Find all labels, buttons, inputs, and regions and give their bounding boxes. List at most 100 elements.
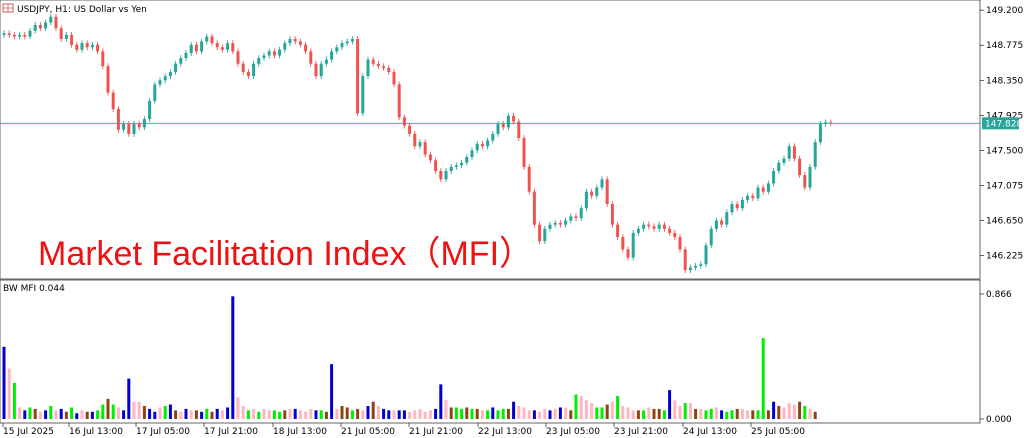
candle-body bbox=[215, 43, 219, 48]
mfi-bar bbox=[54, 410, 58, 419]
mfi-bar bbox=[595, 407, 599, 419]
price-pane-frame bbox=[0, 0, 981, 280]
candle-body bbox=[194, 44, 198, 52]
candle-body bbox=[720, 220, 724, 225]
mfi-bar bbox=[501, 408, 505, 419]
mfi-bar bbox=[148, 408, 152, 419]
mfi-bar bbox=[236, 397, 240, 419]
candle-body bbox=[564, 220, 568, 225]
candle-body bbox=[304, 44, 308, 52]
mfi-bar bbox=[460, 408, 464, 419]
mfi-bar bbox=[714, 407, 718, 419]
mfi-bar bbox=[163, 406, 167, 419]
mfi-bar bbox=[49, 406, 53, 419]
time-tick-label: 15 Jul 2025 bbox=[3, 427, 54, 437]
candle-body bbox=[267, 51, 271, 56]
candle-body bbox=[756, 187, 760, 199]
candle-body bbox=[33, 24, 37, 31]
price-pane[interactable] bbox=[0, 0, 981, 280]
mfi-bar bbox=[80, 410, 84, 419]
mfi-bar bbox=[200, 411, 204, 419]
candle-body bbox=[345, 41, 349, 44]
mfi-bar bbox=[345, 407, 349, 419]
mfi-bar bbox=[64, 411, 68, 419]
time-axis: 15 Jul 2025 16 Jul 13:00 17 Jul 05:00 17 Ju… bbox=[2, 423, 805, 437]
candle-body bbox=[64, 34, 68, 40]
mfi-bar bbox=[709, 408, 713, 419]
mfi-bar bbox=[215, 408, 219, 419]
mfi-bar bbox=[444, 400, 448, 419]
candle-body bbox=[512, 115, 516, 122]
time-tick-label: 25 Jul 05:00 bbox=[751, 427, 805, 437]
mfi-bar bbox=[314, 410, 318, 419]
candle-body bbox=[621, 237, 625, 250]
candle-body bbox=[361, 76, 365, 114]
candle-body bbox=[657, 224, 661, 229]
candle-body bbox=[652, 226, 656, 229]
candle-body bbox=[782, 158, 786, 163]
mfi-bar bbox=[496, 410, 500, 419]
mfi-bar bbox=[735, 408, 739, 419]
candle-body bbox=[517, 121, 521, 139]
mfi-bar bbox=[252, 408, 256, 419]
mfi-bar bbox=[356, 408, 360, 419]
mfi-bar bbox=[449, 407, 453, 419]
mfi-bar bbox=[704, 410, 708, 419]
mfi-bar bbox=[241, 406, 245, 419]
candle-body bbox=[543, 228, 547, 242]
candle-body bbox=[486, 140, 490, 147]
mfi-tick-label: 0.000 bbox=[986, 415, 1012, 425]
mfi-bar bbox=[626, 407, 630, 419]
candle-body bbox=[137, 123, 141, 128]
candle-body bbox=[85, 43, 89, 48]
mfi-bar bbox=[44, 410, 48, 419]
mfi-bar bbox=[324, 411, 328, 419]
mfi-bar bbox=[122, 410, 126, 419]
mfi-indicator-title: BW MFI 0.044 bbox=[3, 284, 65, 294]
candle-body bbox=[636, 228, 640, 233]
candle-body bbox=[444, 171, 448, 180]
mfi-bar bbox=[142, 406, 146, 419]
candle-body bbox=[829, 122, 833, 124]
mfi-bar bbox=[309, 408, 313, 419]
mfi-bar bbox=[101, 404, 105, 419]
candle-body bbox=[610, 204, 614, 225]
mfi-bar bbox=[543, 408, 547, 419]
candle-body bbox=[579, 208, 583, 219]
candle-body bbox=[402, 117, 406, 126]
mfi-bar bbox=[96, 410, 100, 419]
candle-body bbox=[101, 51, 105, 67]
candle-body bbox=[392, 72, 396, 85]
mfi-bar bbox=[184, 408, 188, 419]
mfi-pane-frame bbox=[0, 279, 981, 424]
candle-body bbox=[246, 72, 250, 77]
mfi-bar bbox=[454, 407, 458, 419]
mfi-pane[interactable] bbox=[0, 279, 981, 424]
candle-body bbox=[59, 28, 63, 40]
symbol-title: USDJPY, H1: US Dollar vs Yen bbox=[17, 5, 147, 15]
mfi-bar bbox=[90, 411, 94, 419]
candle-body bbox=[298, 41, 302, 45]
mfi-bar bbox=[226, 407, 230, 419]
mfi-bar bbox=[304, 411, 308, 419]
mfi-bar bbox=[756, 410, 760, 419]
candle-body bbox=[558, 223, 562, 225]
candle-body bbox=[387, 67, 391, 73]
candle-body bbox=[553, 223, 557, 225]
price-tick-label: 146.650 bbox=[986, 217, 1023, 227]
mfi-bar bbox=[548, 410, 552, 419]
mfi-bar bbox=[803, 406, 807, 419]
candle-body bbox=[288, 39, 292, 44]
candle-body bbox=[574, 216, 578, 219]
candle-body bbox=[595, 187, 599, 196]
candle-body bbox=[688, 267, 692, 271]
candle-body bbox=[746, 195, 750, 200]
mfi-bar bbox=[194, 410, 198, 419]
candle-body bbox=[527, 166, 531, 192]
candle-body bbox=[434, 160, 438, 172]
mfi-bar bbox=[7, 368, 11, 419]
mfi-bar bbox=[366, 406, 370, 419]
candle-body bbox=[626, 249, 630, 258]
mfi-bar bbox=[85, 411, 89, 419]
price-tick-label: 147.075 bbox=[986, 181, 1023, 191]
